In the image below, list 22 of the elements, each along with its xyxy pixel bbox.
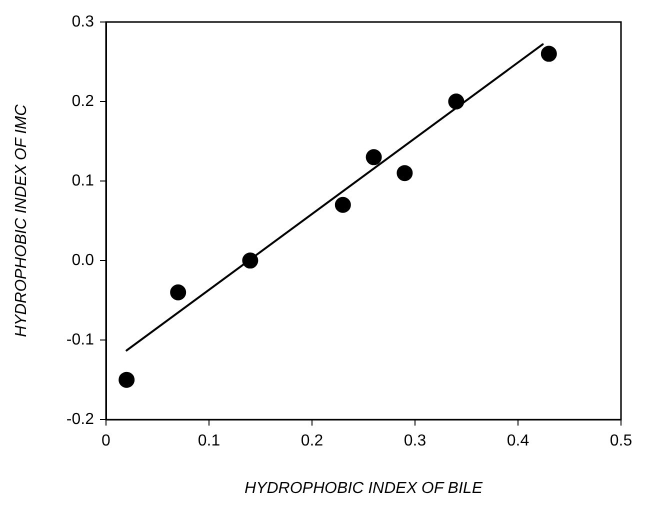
- point: [170, 284, 186, 300]
- x-tick-label: 0.2: [300, 432, 324, 450]
- y-tick-label: -0.2: [66, 411, 94, 428]
- x-tick-label: 0: [102, 432, 111, 450]
- y-tick-label: 0.2: [72, 92, 94, 110]
- y-tick-label: 0.0: [72, 252, 94, 269]
- x-tick-label: 0.1: [198, 432, 220, 450]
- point: [448, 94, 464, 110]
- point: [242, 252, 258, 269]
- x-tick-label: 0.3: [404, 432, 426, 450]
- y-tick-label: 0.3: [72, 13, 94, 30]
- point: [334, 196, 351, 213]
- point: [540, 46, 557, 62]
- y-axis-title: HYDROPHOBIC INDEX OF IMC: [13, 104, 30, 338]
- y-tick-label: -0.1: [66, 331, 94, 348]
- x-axis-title: HYDROPHOBIC INDEX OF BILE: [244, 480, 483, 497]
- point: [366, 149, 382, 166]
- y-tick-label: 0.1: [72, 172, 94, 190]
- point: [118, 372, 135, 388]
- point: [396, 165, 413, 182]
- x-tick-label: 0.4: [506, 432, 530, 450]
- x-tick-label: 0.5: [610, 432, 632, 450]
